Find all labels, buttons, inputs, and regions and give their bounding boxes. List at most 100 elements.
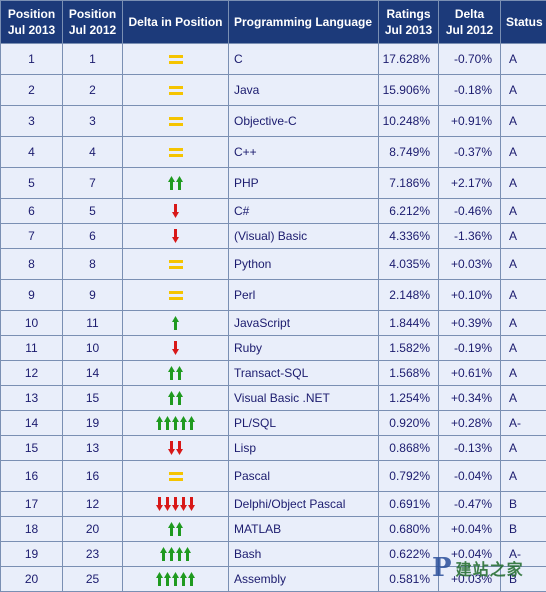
delta-cell: -0.46%	[439, 199, 501, 224]
trend-indicator	[156, 572, 195, 586]
ratings-cell: 15.906%	[379, 75, 439, 106]
arrow-down-icon	[188, 497, 195, 511]
position-2013-cell: 14	[1, 411, 63, 436]
language-cell: Pascal	[229, 461, 379, 492]
arrow-down-icon	[176, 441, 183, 455]
language-cell: (Visual) Basic	[229, 224, 379, 249]
delta-position-cell	[123, 168, 229, 199]
equal-icon	[169, 55, 183, 64]
delta-cell: +0.03%	[439, 567, 501, 592]
arrow-up-icon	[168, 547, 175, 561]
ratings-cell: 0.868%	[379, 436, 439, 461]
delta-position-cell	[123, 461, 229, 492]
delta-position-cell	[123, 336, 229, 361]
position-2012-cell: 8	[63, 249, 123, 280]
ratings-cell: 1.568%	[379, 361, 439, 386]
arrow-up-icon	[164, 416, 171, 430]
ratings-cell: 8.749%	[379, 137, 439, 168]
language-cell: PL/SQL	[229, 411, 379, 436]
arrow-up-icon	[156, 416, 163, 430]
delta-cell: -0.13%	[439, 436, 501, 461]
arrow-up-icon	[168, 366, 175, 380]
arrow-down-icon	[164, 497, 171, 511]
position-2012-cell: 7	[63, 168, 123, 199]
arrow-down-icon	[172, 497, 179, 511]
position-2012-cell: 4	[63, 137, 123, 168]
arrow-up-icon	[176, 391, 183, 405]
status-cell: A	[501, 361, 546, 386]
position-2013-cell: 19	[1, 542, 63, 567]
delta-cell: +0.04%	[439, 517, 501, 542]
position-2013-cell: 20	[1, 567, 63, 592]
trend-indicator	[168, 522, 183, 536]
arrow-up-icon	[176, 522, 183, 536]
trend-indicator	[169, 86, 183, 95]
delta-position-cell	[123, 436, 229, 461]
position-2013-cell: 3	[1, 106, 63, 137]
status-cell: B	[501, 517, 546, 542]
language-cell: Bash	[229, 542, 379, 567]
delta-position-cell	[123, 567, 229, 592]
ratings-cell: 1.582%	[379, 336, 439, 361]
position-2013-cell: 6	[1, 199, 63, 224]
position-2012-cell: 14	[63, 361, 123, 386]
position-2013-cell: 7	[1, 224, 63, 249]
ratings-cell: 0.792%	[379, 461, 439, 492]
position-2013-cell: 9	[1, 280, 63, 311]
delta-position-cell	[123, 411, 229, 436]
trend-indicator	[168, 441, 183, 455]
arrow-down-icon	[180, 497, 187, 511]
position-2013-cell: 4	[1, 137, 63, 168]
status-cell: A	[501, 137, 546, 168]
ratings-cell: 10.248%	[379, 106, 439, 137]
delta-position-cell	[123, 224, 229, 249]
delta-cell: -0.04%	[439, 461, 501, 492]
header-status: Status	[501, 1, 546, 44]
status-cell: B	[501, 492, 546, 517]
trend-indicator	[169, 148, 183, 157]
trend-indicator	[172, 229, 179, 243]
position-2012-cell: 15	[63, 386, 123, 411]
delta-position-cell	[123, 492, 229, 517]
equal-icon	[169, 86, 183, 95]
ratings-cell: 0.920%	[379, 411, 439, 436]
delta-position-cell	[123, 75, 229, 106]
status-cell: A	[501, 199, 546, 224]
trend-indicator	[172, 341, 179, 355]
position-2012-cell: 23	[63, 542, 123, 567]
delta-position-cell	[123, 106, 229, 137]
trend-indicator	[169, 291, 183, 300]
status-cell: A	[501, 461, 546, 492]
arrow-down-icon	[168, 441, 175, 455]
status-cell: A	[501, 386, 546, 411]
arrow-up-icon	[156, 572, 163, 586]
arrow-up-icon	[172, 316, 179, 330]
trend-indicator	[172, 316, 179, 330]
arrow-up-icon	[188, 416, 195, 430]
language-cell: Perl	[229, 280, 379, 311]
position-2012-cell: 1	[63, 44, 123, 75]
trend-indicator	[156, 497, 195, 511]
arrow-up-icon	[176, 176, 183, 190]
position-2012-cell: 11	[63, 311, 123, 336]
arrow-up-icon	[168, 391, 175, 405]
position-2012-cell: 6	[63, 224, 123, 249]
status-cell: A	[501, 249, 546, 280]
delta-position-cell	[123, 249, 229, 280]
arrow-down-icon	[172, 229, 179, 243]
position-2013-cell: 5	[1, 168, 63, 199]
position-2013-cell: 18	[1, 517, 63, 542]
ratings-cell: 7.186%	[379, 168, 439, 199]
trend-indicator	[169, 117, 183, 126]
